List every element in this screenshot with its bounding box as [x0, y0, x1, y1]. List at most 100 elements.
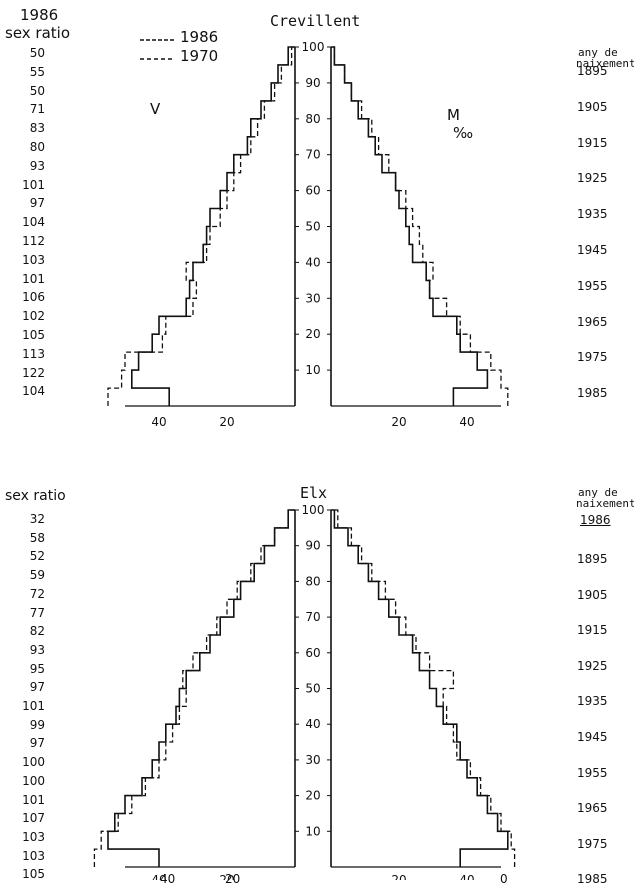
age-tick-80: 80	[305, 112, 320, 126]
ratio-header-year: 1986	[20, 6, 59, 24]
birth-year-label: 1985	[577, 872, 608, 886]
age-tick-40: 40	[305, 717, 320, 731]
age-tick-50: 50	[305, 682, 320, 696]
sex-ratio-value: 113	[22, 346, 45, 361]
sex-ratio-value: 101	[22, 177, 45, 192]
sex-ratio-value: 107	[22, 811, 45, 826]
birth-year-header-line2: naixement	[576, 57, 634, 70]
sex-ratio-value: 105	[22, 867, 45, 882]
birth-year-header-line1: any de	[578, 486, 618, 499]
sex-ratio-value: 80	[29, 140, 45, 154]
age-tick-90: 90	[305, 539, 320, 553]
pyramid-title: Crevillent	[270, 12, 361, 30]
sex-ratio-value: 82	[29, 624, 45, 639]
sex-ratio-value: 72	[29, 586, 45, 601]
age-tick-100: 100	[302, 40, 325, 54]
birth-year-label: 1905	[577, 99, 608, 114]
birth-year-label: 1985	[577, 386, 608, 401]
bottom-partial-tick: 40	[160, 872, 176, 886]
age-tick-50: 50	[305, 220, 320, 234]
age-tick-30: 30	[305, 753, 320, 767]
age-tick-60: 60	[305, 646, 320, 660]
sex-ratio-value: 93	[29, 642, 45, 657]
sex-ratio-value: 112	[22, 234, 45, 248]
legend-label: 1986	[180, 28, 219, 46]
sex-ratio-value: 101	[22, 271, 45, 286]
ratio-header-label: sex ratio	[5, 24, 71, 42]
age-tick-70: 70	[305, 610, 320, 624]
birth-year-label: 1905	[577, 587, 608, 602]
birth-year-header-line2: naixement	[576, 497, 634, 510]
female-1986-series-line	[331, 46, 489, 406]
unit-label: ‰	[453, 124, 474, 142]
age-tick-10: 10	[305, 824, 320, 838]
birth-year-label: 1955	[577, 278, 608, 293]
male-1986-series-line	[107, 509, 295, 867]
sex-ratio-value: 100	[22, 755, 45, 770]
birth-year-label: 1895	[577, 552, 608, 566]
male-x-tick-40: 40	[151, 873, 166, 880]
birth-year-label: 1945	[577, 243, 608, 257]
sex-ratio-value: 103	[22, 848, 45, 863]
age-tick-30: 30	[305, 291, 320, 305]
sex-ratio-value: 77	[29, 605, 45, 620]
sex-ratio-value: 58	[29, 530, 45, 545]
sex-ratio-value: 50	[29, 83, 45, 98]
age-tick-60: 60	[305, 184, 320, 198]
female-x-tick-40: 40	[459, 873, 474, 880]
male-1970-series-line	[107, 46, 295, 406]
birth-year-label: 1915	[577, 623, 608, 638]
male-1970-series-line	[93, 509, 295, 867]
pyramid-panel-0: 10 20 30 40 50 60 70 80 90 100 20 20 40 40	[107, 40, 509, 429]
pyramid-title: Elx	[300, 484, 328, 502]
birth-year-header-line1: any de	[578, 46, 618, 59]
age-tick-100: 100	[302, 503, 325, 517]
sex-ratio-value: 106	[22, 290, 45, 305]
birth-year-label: 1925	[577, 658, 608, 673]
bottom-partial-tick: 0	[500, 872, 508, 886]
female-x-tick-20: 20	[391, 415, 406, 429]
sex-ratio-value: 100	[22, 773, 45, 788]
sex-ratio-value: 32	[29, 512, 45, 526]
sex-ratio-value: 101	[22, 792, 45, 807]
age-tick-10: 10	[305, 363, 320, 377]
ratio-header-label: sex ratio	[5, 488, 66, 504]
sex-ratio-value: 103	[22, 252, 45, 267]
age-tick-20: 20	[305, 789, 320, 803]
age-tick-80: 80	[305, 574, 320, 588]
female-1986-series-line	[331, 509, 509, 867]
female-side-label: M	[447, 106, 460, 124]
sex-ratio-value: 103	[22, 829, 45, 844]
birth-year-label: 1975	[577, 350, 608, 365]
sex-ratio-value: 97	[29, 196, 45, 211]
sex-ratio-value: 71	[29, 102, 45, 117]
sex-ratio-value: 99	[29, 717, 45, 732]
birth-year-subheader: 1986	[580, 513, 611, 527]
birth-year-label: 1965	[577, 801, 608, 816]
pyramid-panel-1: 10 20 30 40 50 60 70 80 90 100 20 20 40 40	[93, 503, 516, 880]
sex-ratio-value: 95	[29, 661, 45, 676]
sex-ratio-value: 101	[22, 699, 45, 713]
sex-ratio-value: 97	[29, 736, 45, 751]
sex-ratio-value: 59	[29, 568, 45, 583]
sex-ratio-value: 50	[29, 46, 45, 60]
birth-year-label: 1955	[577, 765, 608, 780]
sex-ratio-value: 122	[22, 365, 45, 380]
sex-ratio-value: 102	[22, 309, 45, 324]
bottom-partial-tick: 20	[225, 872, 241, 886]
birth-year-label: 1975	[577, 836, 608, 851]
age-tick-40: 40	[305, 255, 320, 269]
birth-year-label: 1895	[577, 64, 608, 78]
birth-year-label: 1915	[577, 135, 608, 150]
male-x-tick-20: 20	[219, 873, 234, 880]
male-x-tick-20: 20	[219, 415, 234, 429]
sex-ratio-value: 97	[29, 680, 45, 695]
sex-ratio-value: 105	[22, 328, 45, 342]
birth-year-label: 1965	[577, 314, 608, 329]
sex-ratio-value: 104	[22, 384, 45, 399]
sex-ratio-value: 104	[22, 215, 45, 230]
sex-ratio-value: 55	[29, 64, 45, 79]
female-1970-series-line	[331, 509, 516, 867]
